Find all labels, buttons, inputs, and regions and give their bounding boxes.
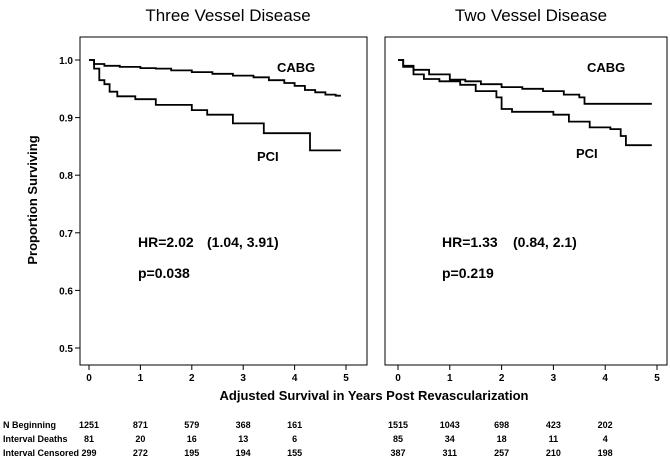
left-risk-value: 16: [187, 434, 197, 444]
risk-row-label-n-beginning: N Beginning: [3, 420, 56, 430]
y-axis-label: Proportion Surviving: [25, 135, 40, 264]
risk-table-values: 1251 871 579 368 161 81 20 16 13 6 299 272 195 194 155…: [79, 420, 613, 458]
right-survival-curves: [398, 59, 652, 147]
right-hazard-ratio: HR=1.33: [442, 234, 498, 250]
left-x-tick-label: 0: [86, 373, 92, 384]
left-y-tick-label: 0.7: [59, 229, 73, 240]
left-survival-curves: [89, 59, 341, 152]
right-risk-value: 85: [393, 434, 403, 444]
left-x-tick-label: 1: [138, 373, 144, 384]
left-risk-value: 195: [184, 448, 199, 458]
right-risk-value: 387: [390, 448, 405, 458]
right-cabg-label: CABG: [587, 60, 625, 75]
left-x-tick-label: 5: [343, 373, 349, 384]
right-risk-value: 202: [598, 420, 613, 430]
right-x-tick-label: 4: [602, 373, 608, 384]
left-y-tick-label: 0.5: [59, 344, 73, 355]
right-risk-value: 1043: [440, 420, 460, 430]
left-cabg-label: CABG: [277, 60, 315, 75]
risk-row-label-interval-censored: Interval Censored: [3, 448, 79, 458]
right-p-value: p=0.219: [442, 265, 494, 281]
left-risk-value: 155: [287, 448, 302, 458]
left-risk-value: 272: [133, 448, 148, 458]
left-y-tick-label: 0.8: [59, 171, 73, 182]
right-x-tick-label: 0: [395, 373, 401, 384]
left-risk-value: 368: [236, 420, 251, 430]
left-confidence-interval: (1.04, 3.91): [207, 234, 279, 250]
left-x-tick-label: 3: [240, 373, 246, 384]
right-x-tick-label: 5: [654, 373, 660, 384]
left-risk-value: 299: [81, 448, 96, 458]
left-risk-value: 194: [236, 448, 251, 458]
right-risk-value: 18: [497, 434, 507, 444]
left-panel-title: Three Vessel Disease: [145, 6, 310, 25]
right-x-tick-label: 2: [499, 373, 505, 384]
left-hazard-ratio: HR=2.02: [138, 234, 194, 250]
left-risk-value: 20: [135, 434, 145, 444]
risk-row-label-interval-deaths: Interval Deaths: [3, 434, 68, 444]
left-axis-ticks: 0 1 2 3 4 5 0.5 0.6 0.7 0.8 0.9 1.0: [59, 56, 349, 384]
left-x-tick-label: 4: [292, 373, 298, 384]
left-pci-curve: [89, 59, 341, 152]
right-pci-label: PCI: [576, 146, 598, 161]
right-risk-value: 1515: [388, 420, 408, 430]
left-plot-frame: [79, 36, 368, 366]
left-y-tick-label: 1.0: [59, 56, 73, 67]
left-risk-value: 1251: [79, 420, 99, 430]
left-risk-value: 81: [84, 434, 94, 444]
left-risk-value: 6: [292, 434, 297, 444]
left-cabg-curve: [89, 59, 341, 97]
right-risk-value: 210: [546, 448, 561, 458]
right-cabg-curve: [398, 59, 652, 105]
right-risk-value: 257: [494, 448, 509, 458]
right-risk-value: 34: [445, 434, 455, 444]
left-x-tick-label: 2: [189, 373, 195, 384]
right-risk-value: 423: [546, 420, 561, 430]
right-x-tick-label: 1: [447, 373, 453, 384]
right-risk-value: 698: [494, 420, 509, 430]
left-risk-value: 579: [184, 420, 199, 430]
left-pci-label: PCI: [257, 149, 279, 164]
left-risk-value: 13: [238, 434, 248, 444]
right-risk-value: 11: [549, 434, 559, 444]
left-p-value: p=0.038: [138, 265, 190, 281]
left-y-tick-label: 0.6: [59, 286, 73, 297]
left-risk-value: 161: [287, 420, 302, 430]
right-pci-curve: [398, 59, 652, 147]
right-plot-frame: [384, 36, 668, 366]
right-x-tick-label: 3: [551, 373, 557, 384]
right-risk-value: 311: [443, 448, 458, 458]
right-confidence-interval: (0.84, 2.1): [513, 234, 577, 250]
left-risk-value: 871: [133, 420, 148, 430]
right-axis-ticks: 0 1 2 3 4 5: [395, 365, 660, 384]
right-risk-value: 198: [598, 448, 613, 458]
x-axis-label: Adjusted Survival in Years Post Revascul…: [220, 388, 529, 403]
right-risk-value: 4: [603, 434, 608, 444]
left-y-tick-label: 0.9: [59, 114, 73, 125]
right-panel-title: Two Vessel Disease: [455, 6, 607, 25]
